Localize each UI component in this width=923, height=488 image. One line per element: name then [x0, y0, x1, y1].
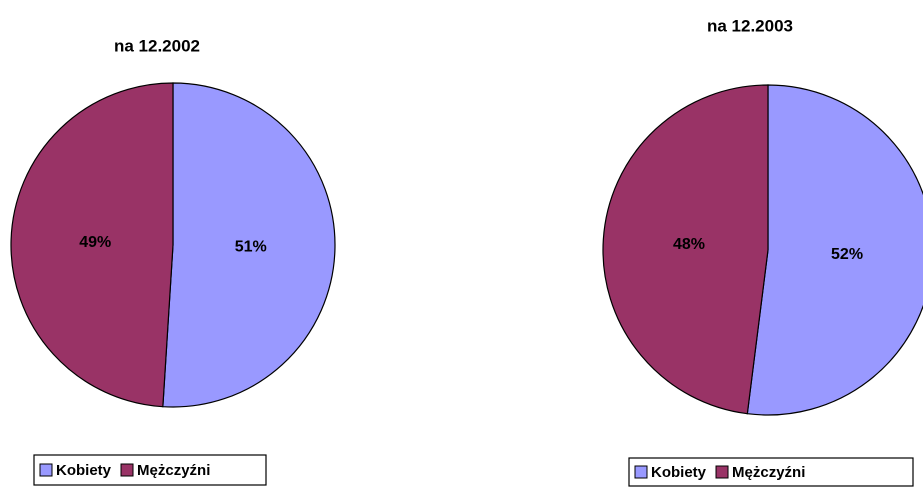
- legend-label: Mężczyźni: [137, 462, 210, 479]
- pie-slice: [602, 84, 769, 415]
- legend-label: Mężczyźni: [732, 464, 805, 481]
- pie-slice: [162, 82, 336, 408]
- chart-title: na 12.2002: [114, 36, 200, 55]
- legend-label: Kobiety: [56, 462, 112, 479]
- legend-box: [628, 457, 914, 487]
- pie-slice: [10, 82, 174, 408]
- data-label: 52%: [831, 246, 863, 263]
- data-label: 48%: [673, 236, 705, 253]
- data-label: 49%: [79, 234, 111, 251]
- legend-swatch: [634, 465, 648, 479]
- legend-label: Kobiety: [651, 464, 707, 481]
- legend-box: [33, 454, 267, 486]
- pie-slice: [746, 84, 923, 416]
- legend-swatch: [39, 463, 53, 477]
- data-label: 51%: [235, 239, 267, 256]
- legend-swatch: [120, 463, 134, 477]
- chart-title: na 12.2003: [707, 16, 793, 35]
- legend-swatch: [715, 465, 729, 479]
